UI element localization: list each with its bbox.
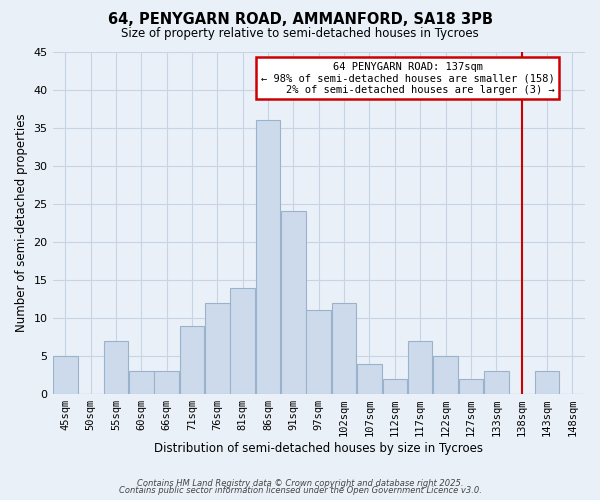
Text: 64, PENYGARN ROAD, AMMANFORD, SA18 3PB: 64, PENYGARN ROAD, AMMANFORD, SA18 3PB [107, 12, 493, 28]
X-axis label: Distribution of semi-detached houses by size in Tycroes: Distribution of semi-detached houses by … [154, 442, 483, 455]
Bar [484, 371, 509, 394]
Bar [307, 310, 331, 394]
Bar [104, 341, 128, 394]
Bar [230, 288, 255, 394]
Text: Size of property relative to semi-detached houses in Tycroes: Size of property relative to semi-detach… [121, 28, 479, 40]
Y-axis label: Number of semi-detached properties: Number of semi-detached properties [15, 114, 28, 332]
Bar [458, 379, 483, 394]
Bar [205, 302, 230, 394]
Bar [53, 356, 77, 394]
Bar [332, 302, 356, 394]
Bar [281, 212, 306, 394]
Text: Contains public sector information licensed under the Open Government Licence v3: Contains public sector information licen… [119, 486, 481, 495]
Bar [535, 371, 559, 394]
Bar [129, 371, 154, 394]
Bar [357, 364, 382, 394]
Bar [154, 371, 179, 394]
Bar [433, 356, 458, 394]
Text: Contains HM Land Registry data © Crown copyright and database right 2025.: Contains HM Land Registry data © Crown c… [137, 478, 463, 488]
Bar [383, 379, 407, 394]
Bar [256, 120, 280, 394]
Text: 64 PENYGARN ROAD: 137sqm
← 98% of semi-detached houses are smaller (158)
    2% : 64 PENYGARN ROAD: 137sqm ← 98% of semi-d… [260, 62, 554, 94]
Bar [179, 326, 204, 394]
Bar [408, 341, 433, 394]
